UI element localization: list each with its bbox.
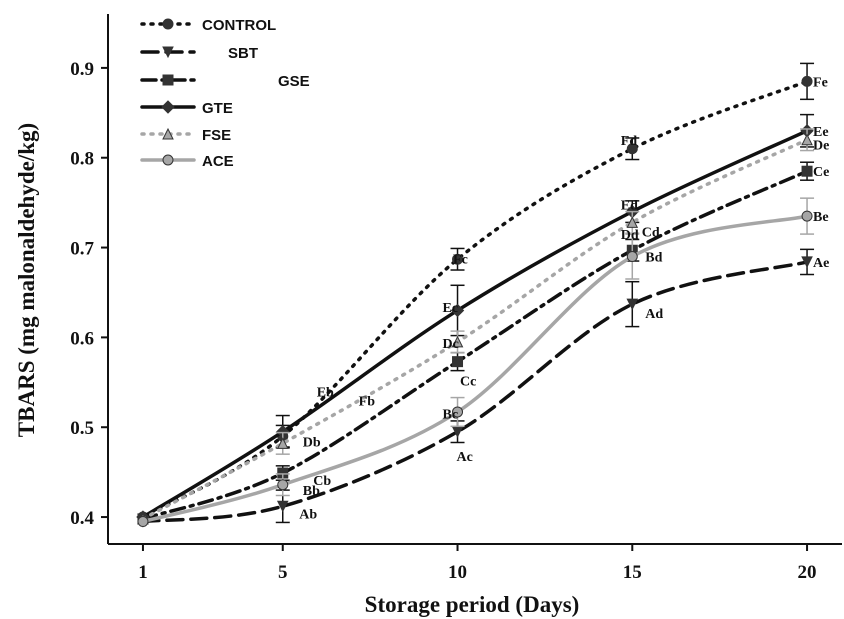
legend-swatch-marker [162, 18, 174, 30]
data-point [626, 298, 639, 311]
annotation-label: Ac [457, 450, 473, 465]
series-line [141, 214, 809, 524]
x-tick-label: 1 [138, 562, 148, 583]
y-tick-label: 0.8 [70, 149, 94, 170]
annotation-label: Dc [443, 337, 459, 352]
data-point [452, 356, 464, 368]
y-tick-label: 0.9 [70, 59, 94, 80]
annotation-label: Ab [299, 507, 317, 522]
series-ace [137, 197, 815, 528]
annotation-label: Eb [317, 385, 334, 400]
annotation-label: Ae [813, 256, 829, 271]
series-control [137, 62, 815, 523]
x-axis-title: Storage period (Days) [365, 592, 580, 617]
y-axis-title: TBARS (mg malonaldehyde/kg) [14, 123, 39, 437]
data-point [276, 437, 289, 449]
annotation-label: Cb [313, 474, 331, 489]
data-point [451, 335, 464, 348]
series-fse [137, 128, 815, 525]
axes-group: 1 5 10 15 200.40.50.60.70.80.9 [70, 14, 842, 583]
legend-label: GSE [278, 73, 310, 90]
x-tick-label: 5 [278, 562, 288, 583]
legend-label: FSE [202, 127, 231, 144]
y-tick-label: 0.7 [70, 239, 94, 260]
legend-swatch-marker [162, 127, 174, 140]
data-point [277, 479, 289, 491]
y-tick-label: 0.4 [70, 508, 94, 529]
legend-swatch-marker [162, 46, 174, 59]
series-gte [136, 113, 815, 524]
annotation-label: Dd [621, 228, 639, 243]
legend-label: ACE [202, 153, 234, 170]
annotation-label: Ee [813, 125, 829, 140]
series-group [136, 62, 815, 528]
legend: CONTROL SBT GSE GTE FSE ACE [140, 17, 310, 170]
legend-label: CONTROL [202, 17, 276, 34]
data-point [276, 500, 289, 513]
annotation-label: Fd [621, 134, 638, 149]
data-point [801, 165, 813, 177]
annotation-label: Be [813, 210, 829, 225]
data-point [801, 256, 813, 269]
annotation-label: Fb [359, 394, 376, 409]
legend-label: GTE [202, 100, 233, 117]
annotation-label: Db [303, 436, 321, 451]
annotation-label: De [813, 138, 829, 153]
x-tick-label: 20 [798, 562, 817, 583]
series-line [141, 260, 809, 524]
annotation-label: Fe [813, 75, 828, 90]
annotation-label: Bd [645, 251, 662, 266]
data-point [452, 406, 464, 418]
annotation-label: Bc [443, 408, 459, 423]
annotation-label: Ed [621, 198, 638, 213]
y-tick-label: 0.5 [70, 418, 94, 439]
annotation-label: Fc [453, 252, 468, 267]
series-line [141, 138, 809, 521]
data-point [801, 210, 813, 222]
x-tick-label: 10 [448, 562, 467, 583]
data-point [452, 253, 464, 265]
legend-label: SBT [228, 45, 258, 62]
data-point [626, 143, 638, 155]
legend-item-sbt: SBT [140, 45, 258, 62]
legend-item-fse: FSE [140, 127, 231, 144]
data-point [450, 303, 465, 318]
x-tick-label: 15 [623, 562, 642, 583]
series-gse [137, 161, 815, 525]
data-point [626, 216, 639, 228]
annotation-label: Bb [303, 484, 320, 499]
annotation-label: Cd [642, 225, 660, 240]
legend-item-gse: GSE [140, 73, 310, 90]
legend-item-ace: ACE [140, 153, 234, 170]
data-point [801, 133, 813, 146]
annotation-label: Ce [813, 165, 829, 180]
data-point [626, 251, 638, 263]
y-tick-label: 0.6 [70, 328, 94, 349]
series-line [141, 129, 809, 519]
legend-swatch-marker [161, 100, 175, 114]
legend-item-gte: GTE [140, 100, 233, 117]
legend-item-control: CONTROL [140, 17, 276, 34]
series-line [141, 169, 809, 521]
annotation-label: Ad [645, 307, 663, 322]
data-point [801, 75, 813, 87]
annotation-label: Cc [460, 375, 476, 390]
legend-swatch-marker [162, 154, 174, 166]
legend-swatch-marker [162, 74, 174, 86]
annotation-label: Ec [443, 301, 459, 316]
data-point [137, 516, 149, 528]
